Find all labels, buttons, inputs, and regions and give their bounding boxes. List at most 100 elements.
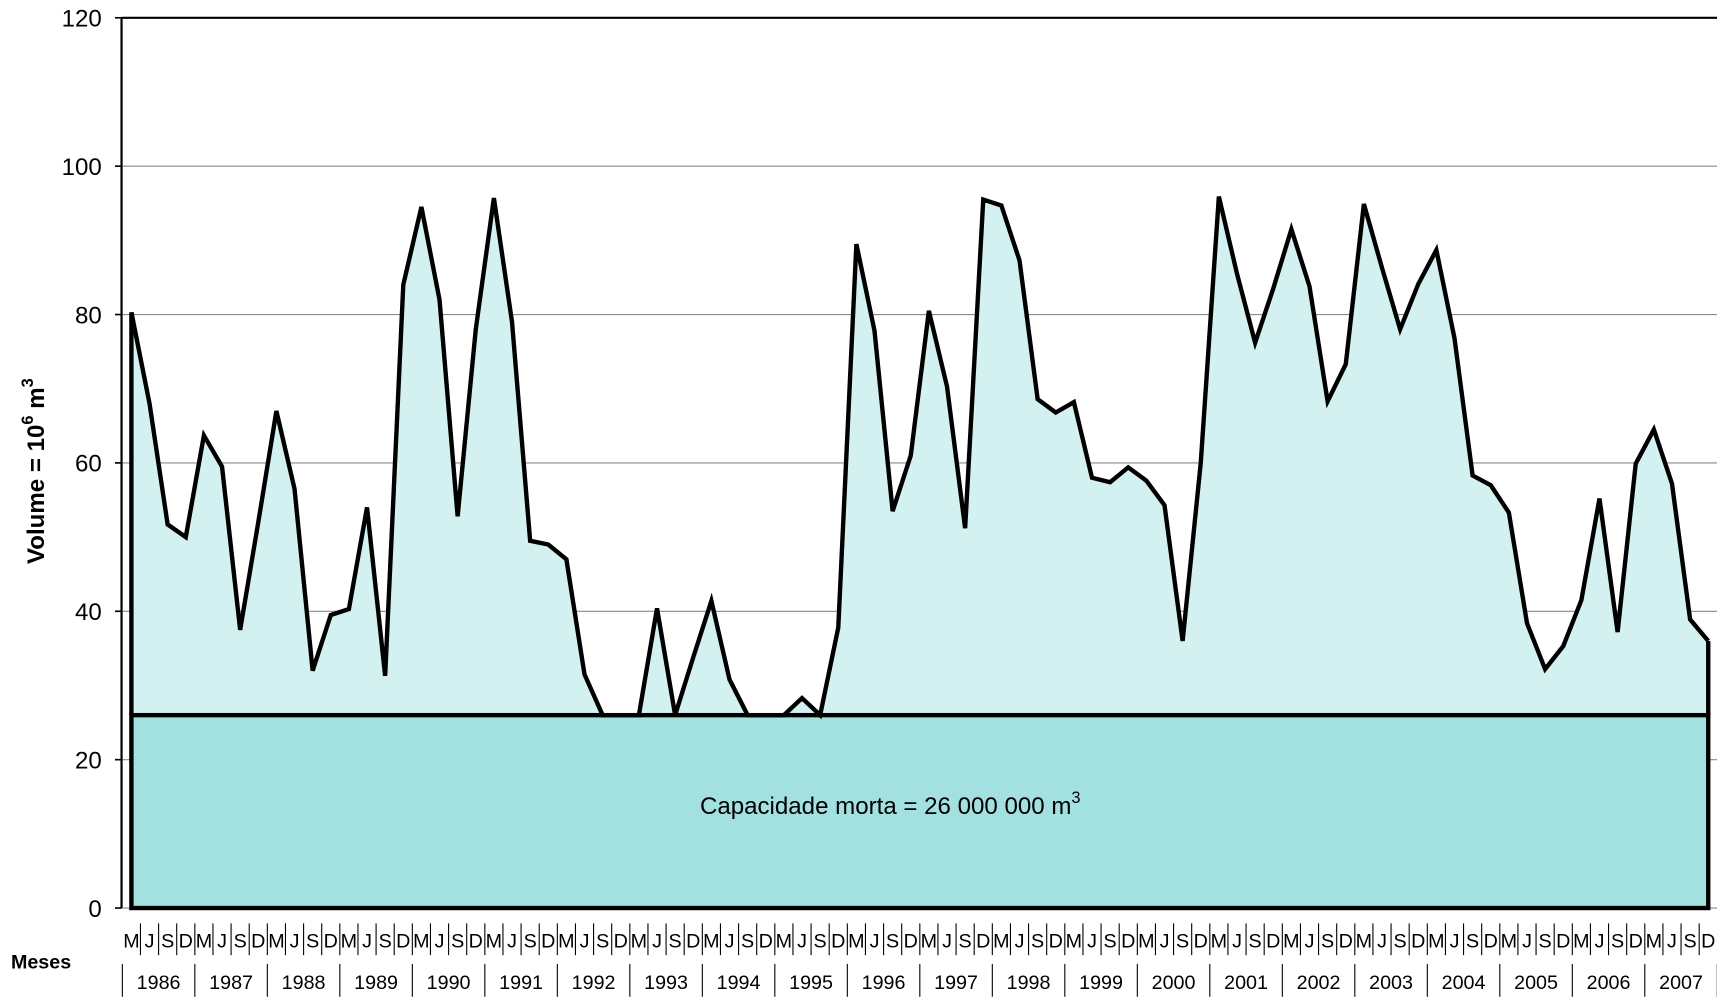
x-tick-label: J [1305,930,1315,952]
label-part: Volume = 10 [23,425,50,564]
x-tick-label: J [1087,930,1097,952]
year-label: 1999 [1079,972,1123,994]
x-tick-label: J [725,930,735,952]
x-tick-label: J [1595,930,1605,952]
label-part: 3 [1071,789,1080,807]
x-tick-label: J [1015,930,1025,952]
x-tick-label: J [1232,930,1242,952]
dead-capacity-label: Capacidade morta = 26 000 000 m3 [700,789,1081,820]
x-tick-label: D [1121,930,1135,952]
x-axis-label: Meses [11,951,71,973]
x-tick-label: S [886,930,899,952]
x-tick-label: D [1556,930,1570,952]
x-tick-label: M [1501,930,1517,952]
y-tick-label: 120 [62,6,102,33]
x-tick-label: J [1667,930,1677,952]
year-label: 1991 [499,972,543,994]
x-tick-label: J [362,930,372,952]
y-axis-label: Volume = 106 m3 [19,378,50,564]
label-part: m [23,387,50,415]
x-tick-label: D [686,930,700,952]
y-tick-label: 100 [62,154,102,181]
x-tick-label: S [451,930,464,952]
x-tick-label: J [652,930,662,952]
x-tick-label: S [1611,930,1624,952]
y-tick-label: 0 [88,896,101,923]
x-tick-label: S [741,930,754,952]
x-tick-label: M [921,930,937,952]
x-tick-label: J [290,930,300,952]
x-tick-label: D [541,930,555,952]
x-tick-label: D [831,930,845,952]
x-tick-label: S [1394,930,1407,952]
year-label: 1994 [717,972,761,994]
x-tick-label: D [1701,930,1715,952]
x-tick-label: J [1450,930,1460,952]
x-tick-label: M [1066,930,1082,952]
x-tick-label: M [1138,930,1154,952]
x-tick-label: M [268,930,284,952]
x-tick-label: D [904,930,918,952]
x-tick-label: D [976,930,990,952]
x-tick-label: D [759,930,773,952]
x-tick-label: S [1176,930,1189,952]
x-tick-label: S [306,930,319,952]
x-tick-label: S [1104,930,1117,952]
y-tick-label: 20 [75,747,102,774]
x-tick-label: J [797,930,807,952]
x-tick-label: S [1466,930,1479,952]
x-tick-label: S [524,930,537,952]
x-tick-label: D [1339,930,1353,952]
x-tick-label: S [234,930,247,952]
x-tick-label: D [469,930,483,952]
year-label: 1989 [354,972,398,994]
year-label: 2001 [1224,972,1268,994]
x-tick-label: D [1484,930,1498,952]
x-tick-label: D [614,930,628,952]
year-label: 2003 [1369,972,1413,994]
x-tick-label: S [1031,930,1044,952]
year-label: 1998 [1007,972,1051,994]
x-tick-label: M [993,930,1009,952]
x-tick-label: M [1573,930,1589,952]
year-label: 2005 [1514,972,1558,994]
x-tick-label: D [396,930,410,952]
x-tick-label: M [776,930,792,952]
x-tick-label: D [1629,930,1643,952]
year-label: 1987 [209,972,253,994]
volume-line [129,196,1710,720]
x-tick-label: J [435,930,445,952]
x-tick-label: J [870,930,880,952]
x-tick-label: J [217,930,227,952]
year-label: 1988 [282,972,326,994]
year-label: 2004 [1442,972,1486,994]
x-tick-label: M [1646,930,1662,952]
x-tick-label: J [1522,930,1532,952]
dead-capacity [129,712,1711,911]
x-tick-label: D [1266,930,1280,952]
x-tick-label: S [959,930,972,952]
year-label: 1995 [789,972,833,994]
x-tick-label: D [1411,930,1425,952]
x-tick-label: S [814,930,827,952]
x-tick-label: D [1049,930,1063,952]
x-tick-label: S [669,930,682,952]
label-part: 6 [19,415,37,424]
year-label: 1997 [934,972,978,994]
x-tick-label: M [1283,930,1299,952]
x-tick-label: M [486,930,502,952]
x-tick-label: M [631,930,647,952]
x-tick-label: M [123,930,139,952]
x-tick-label: M [848,930,864,952]
x-tick-label: S [1321,930,1334,952]
x-tick-label: J [942,930,952,952]
year-label: 1990 [427,972,471,994]
x-tick-label: D [1194,930,1208,952]
x-tick-label: J [507,930,517,952]
x-tick-label: S [379,930,392,952]
x-tick-label: J [145,930,155,952]
x-tick-label: M [1356,930,1372,952]
year-label: 2000 [1152,972,1196,994]
label-part: Capacidade morta = 26 000 000 m [700,793,1071,820]
